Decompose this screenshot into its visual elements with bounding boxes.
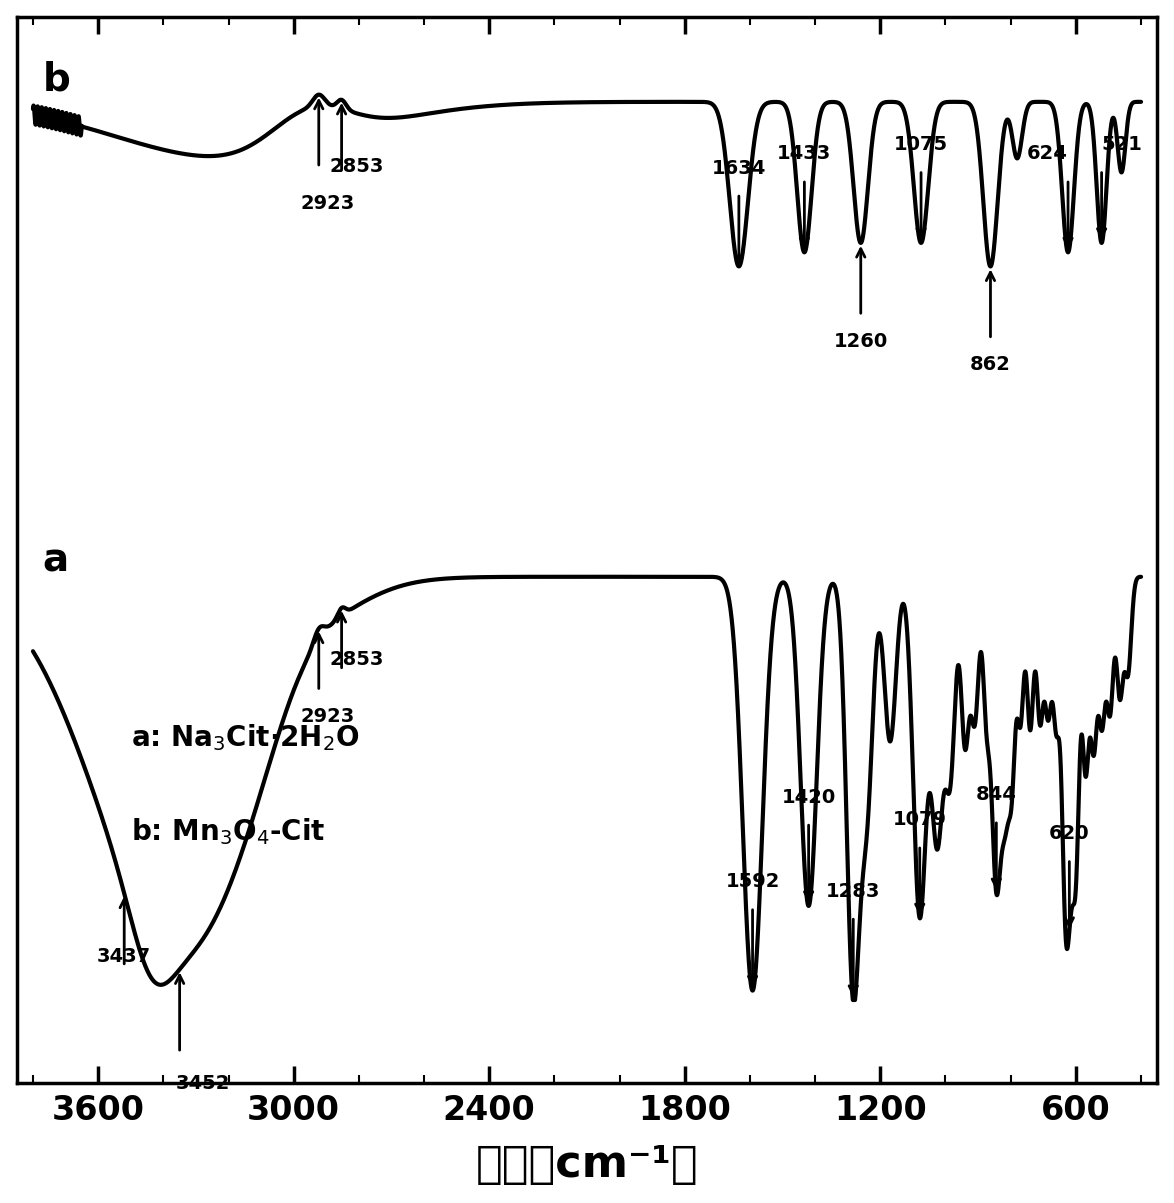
- Text: b: b: [42, 60, 70, 99]
- Text: 2923: 2923: [301, 194, 355, 213]
- Text: 1634: 1634: [711, 159, 767, 178]
- Text: 1283: 1283: [826, 882, 880, 901]
- Text: 1075: 1075: [893, 135, 949, 154]
- Text: a: a: [42, 541, 69, 579]
- Text: 620: 620: [1050, 824, 1089, 843]
- Text: b: Mn$_3$O$_4$-Cit: b: Mn$_3$O$_4$-Cit: [130, 817, 325, 847]
- Text: a: Na$_3$Cit·2H$_2$O: a: Na$_3$Cit·2H$_2$O: [130, 722, 359, 753]
- Text: 2853: 2853: [330, 158, 384, 177]
- Text: 844: 844: [976, 786, 1017, 805]
- X-axis label: 波数（cm⁻¹）: 波数（cm⁻¹）: [475, 1143, 699, 1186]
- Text: 1433: 1433: [777, 144, 831, 164]
- Text: 1260: 1260: [834, 332, 888, 351]
- Text: 3437: 3437: [97, 947, 151, 966]
- Text: 1592: 1592: [726, 872, 780, 891]
- Text: 624: 624: [1027, 144, 1068, 164]
- Text: 862: 862: [970, 355, 1011, 374]
- Text: 3452: 3452: [175, 1074, 230, 1092]
- Text: 1079: 1079: [892, 811, 946, 830]
- Text: 521: 521: [1101, 135, 1142, 154]
- Text: 2853: 2853: [330, 650, 384, 669]
- Text: 2923: 2923: [301, 707, 355, 725]
- Text: 1420: 1420: [782, 788, 836, 807]
